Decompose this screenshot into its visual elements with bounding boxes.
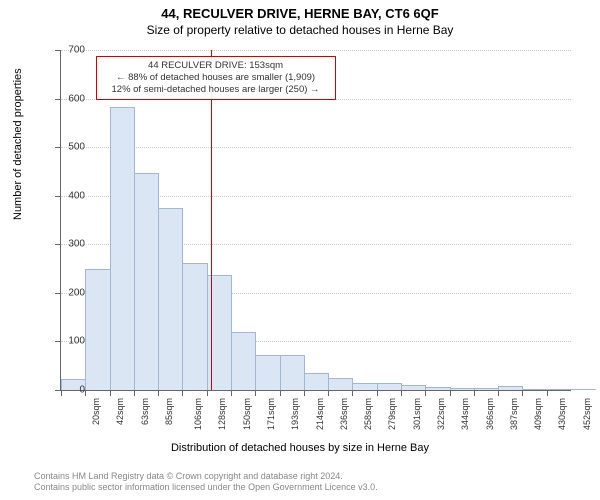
gridline	[61, 50, 571, 51]
chart-container: 44, RECULVER DRIVE, HERNE BAY, CT6 6QF S…	[0, 0, 600, 500]
histogram-bar	[280, 355, 305, 390]
histogram-bar	[571, 389, 596, 390]
chart-subtitle: Size of property relative to detached ho…	[0, 21, 600, 37]
y-tick-label: 500	[45, 142, 85, 153]
y-tick-label: 200	[45, 287, 85, 298]
x-tick-label: 20sqm	[91, 398, 101, 425]
x-tick	[352, 390, 353, 396]
x-tick-label: 387sqm	[509, 398, 519, 430]
y-tick-label: 100	[45, 336, 85, 347]
x-tick	[425, 390, 426, 396]
footer-line-1: Contains HM Land Registry data © Crown c…	[34, 471, 378, 483]
x-tick	[522, 390, 523, 396]
x-tick	[280, 390, 281, 396]
histogram-bar	[328, 378, 353, 390]
x-tick	[450, 390, 451, 396]
x-tick-label: 193sqm	[290, 398, 300, 430]
x-tick-label: 214sqm	[315, 398, 325, 430]
y-tick-label: 700	[45, 45, 85, 56]
x-tick-label: 42sqm	[115, 398, 125, 425]
histogram-bar	[450, 388, 475, 390]
x-tick-label: 150sqm	[242, 398, 252, 430]
x-tick	[401, 390, 402, 396]
x-tick-label: 106sqm	[193, 398, 203, 430]
x-tick	[304, 390, 305, 396]
x-tick	[182, 390, 183, 396]
histogram-bar	[304, 373, 329, 390]
x-tick	[110, 390, 111, 396]
x-tick-label: 258sqm	[363, 398, 373, 430]
marker-line	[211, 50, 212, 390]
histogram-bar	[377, 383, 402, 390]
annotation-line: 44 RECULVER DRIVE: 153sqm	[103, 60, 329, 72]
x-tick-label: 322sqm	[436, 398, 446, 430]
y-tick-label: 0	[45, 385, 85, 396]
histogram-bar	[474, 388, 499, 390]
histogram-bar	[547, 389, 572, 390]
histogram-bar	[401, 385, 426, 390]
x-tick-label: 236sqm	[339, 398, 349, 430]
x-tick-label: 63sqm	[140, 398, 150, 425]
x-tick-label: 171sqm	[266, 398, 276, 430]
y-axis-title: Number of detached properties	[12, 68, 24, 220]
histogram-bar	[425, 387, 450, 390]
plot-region	[60, 50, 571, 391]
annotation-line: 12% of semi-detached houses are larger (…	[103, 84, 329, 96]
histogram-bar	[352, 383, 377, 390]
y-tick-label: 400	[45, 190, 85, 201]
y-tick-label: 600	[45, 93, 85, 104]
x-tick	[498, 390, 499, 396]
histogram-bar	[498, 386, 523, 390]
histogram-bar	[85, 269, 110, 390]
x-tick-label: 452sqm	[582, 398, 592, 430]
x-tick-label: 409sqm	[533, 398, 543, 430]
x-tick-label: 301sqm	[412, 398, 422, 430]
x-tick	[85, 390, 86, 396]
gridline	[61, 147, 571, 148]
x-tick	[377, 390, 378, 396]
annotation-line: ← 88% of detached houses are smaller (1,…	[103, 72, 329, 84]
y-tick-label: 300	[45, 239, 85, 250]
histogram-bar	[182, 263, 207, 390]
x-tick	[207, 390, 208, 396]
histogram-bar	[231, 332, 256, 390]
x-tick	[328, 390, 329, 396]
x-tick-label: 430sqm	[557, 398, 567, 430]
x-tick-label: 344sqm	[460, 398, 470, 430]
histogram-bar	[522, 389, 547, 390]
histogram-bar	[110, 107, 135, 390]
footer-attribution: Contains HM Land Registry data © Crown c…	[34, 471, 378, 494]
x-tick-label: 279sqm	[387, 398, 397, 430]
footer-line-2: Contains public sector information licen…	[34, 482, 378, 494]
x-tick-label: 85sqm	[164, 398, 174, 425]
x-tick	[255, 390, 256, 396]
x-tick	[158, 390, 159, 396]
histogram-bar	[158, 208, 183, 390]
x-tick	[547, 390, 548, 396]
x-axis-title: Distribution of detached houses by size …	[0, 442, 600, 454]
x-tick	[134, 390, 135, 396]
x-tick	[474, 390, 475, 396]
annotation-box: 44 RECULVER DRIVE: 153sqm← 88% of detach…	[96, 56, 336, 100]
chart-area	[60, 50, 570, 390]
histogram-bar	[255, 355, 280, 390]
x-tick-label: 366sqm	[485, 398, 495, 430]
x-tick-label: 128sqm	[217, 398, 227, 430]
histogram-bar	[134, 173, 159, 390]
chart-title: 44, RECULVER DRIVE, HERNE BAY, CT6 6QF	[0, 0, 600, 21]
x-tick	[231, 390, 232, 396]
